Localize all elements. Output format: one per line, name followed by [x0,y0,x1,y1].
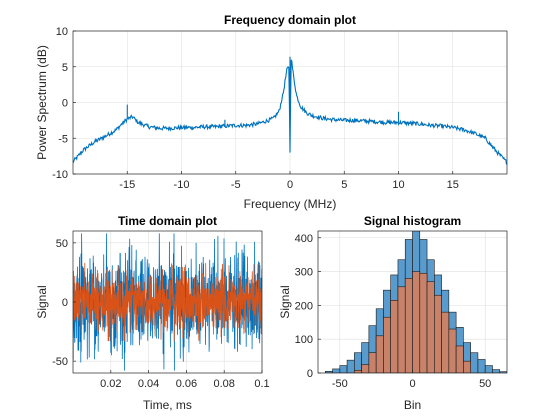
histogram-bar-series-1 [470,352,479,373]
time-ytick-label: 0 [62,297,68,309]
time-xtick-label: 0.02 [100,378,121,390]
time-series-2-line [73,262,262,342]
frequency-xtick-label: 10 [392,179,404,191]
frequency-xtick-label: 0 [287,179,293,191]
histogram-bar-series-2 [441,311,450,373]
histogram-axes: -50 0 50 0 100 200 300 400 Signal histogram Bin… [278,214,508,412]
histogram-bar-series-2 [455,345,464,373]
histogram-bar-series-2 [434,294,442,373]
histogram-bar-series-2 [426,281,435,373]
frequency-title: Frequency domain plot [224,13,356,27]
histogram-ytick-label: 300 [295,267,313,279]
frequency-axes: -15 -10 -5 0 5 10 15 -10 -5 0 5 10 Frequency domain… [35,13,508,211]
histogram-bar-series-1 [332,368,341,373]
frequency-xtick-label: -5 [231,179,241,191]
histogram-bar-series-1 [484,365,493,373]
histogram-bar-series-2 [354,369,362,373]
frequency-ytick-label: 10 [56,26,68,38]
histogram-bar-series-2 [375,335,384,373]
histogram-xlabel: Bin [404,398,421,412]
histogram-ytick-label: 400 [295,233,313,245]
frequency-xtick-label: -10 [174,179,190,191]
frequency-series-line [72,56,508,165]
frequency-ytick-label: -10 [52,169,68,181]
histogram-bar-series-1 [339,365,348,373]
time-xtick-label: 0.04 [138,378,159,390]
frequency-xtick-label: 5 [341,179,347,191]
time-ytick-label: -50 [52,356,68,368]
histogram-ytick-label: 100 [295,334,313,346]
histogram-bar-series-1 [492,369,501,373]
histogram-bar-series-1 [477,359,486,373]
histogram-bar-series-2 [404,278,413,373]
histogram-xtick-label: 0 [409,378,415,390]
histogram-xtick-label: -50 [332,378,348,390]
histogram-bar-series-2 [397,286,406,373]
time-title: Time domain plot [118,214,217,228]
histogram-bar-series-2 [390,300,399,373]
histogram-bar-series-2 [463,360,471,373]
time-ylabel: Signal [35,285,49,318]
time-xlabel: Time, ms [143,398,192,412]
histogram-title: Signal histogram [364,214,461,228]
histogram-bar-series-2 [361,364,370,373]
histogram-bar-series-2 [368,352,377,373]
frequency-xtick-label: 15 [447,179,459,191]
frequency-ytick-label: 0 [62,98,68,110]
histogram-bar-series-2 [448,328,457,373]
histogram-ytick-label: 200 [295,300,313,312]
time-xtick-label: 0.06 [176,378,197,390]
histogram-bar-series-1 [354,352,362,373]
time-axes: 0.02 0.04 0.06 0.08 0.1 -50 0 50 Time domain pl… [35,214,270,412]
histogram-bar-series-2 [419,272,428,373]
frequency-ytick-label: -5 [58,133,68,145]
frequency-xtick-label: -15 [119,179,135,191]
frequency-xlabel: Frequency (MHz) [244,197,337,211]
frequency-ylabel: Power Spectrum (dB) [35,45,49,160]
histogram-ytick-label: 0 [307,368,313,380]
histogram-bar-series-2 [412,271,421,373]
histogram-bar-series-2 [383,316,391,373]
time-ytick-label: 50 [56,238,68,250]
histogram-xtick-label: 50 [479,378,491,390]
time-xtick-label: 0.1 [254,378,269,390]
histogram-bar-series-1 [346,359,355,373]
histogram-ylabel: Signal [278,285,292,318]
time-xtick-label: 0.08 [213,378,234,390]
frequency-ytick-label: 5 [62,62,68,74]
